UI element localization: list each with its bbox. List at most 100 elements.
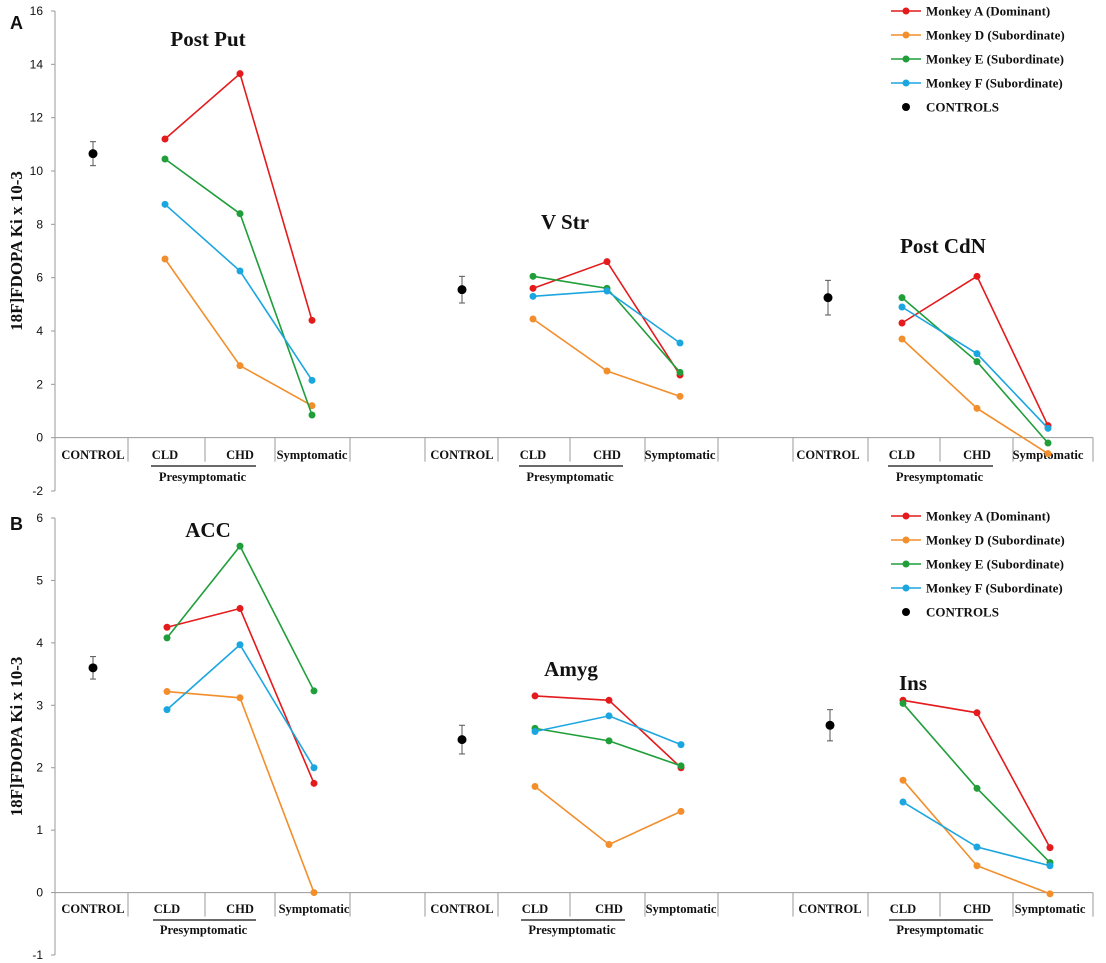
control-mean-point [457, 735, 467, 745]
legend-entry: Monkey F (Subordinate) [926, 581, 1063, 596]
legend-entry: Monkey A (Dominant) [926, 509, 1050, 524]
legend-entry: Monkey F (Subordinate) [926, 76, 1063, 91]
category-label: CONTROL [798, 902, 861, 916]
category-label: CONTROL [796, 448, 859, 462]
series-point [973, 404, 981, 412]
series-point [529, 292, 537, 300]
series-point [236, 542, 244, 550]
series-point [161, 155, 169, 163]
series-point [310, 687, 318, 695]
series-point [1046, 862, 1054, 870]
region-title: V Str [541, 210, 589, 234]
series-point [531, 728, 539, 736]
category-label: CLD [520, 448, 546, 462]
series-point [605, 841, 613, 849]
series-point [898, 319, 906, 327]
series-point [163, 623, 171, 631]
series-point [161, 135, 169, 143]
series-point [899, 699, 907, 707]
series-point [310, 889, 318, 897]
region-title: ACC [185, 518, 231, 542]
series-point [163, 688, 171, 696]
series-point [973, 709, 981, 717]
series-line [902, 702, 1051, 864]
y-axis-label: 18F]FDOPA Ki x 10-3 [7, 171, 26, 331]
category-label: CONTROL [61, 902, 124, 916]
y-tick-label: 16 [30, 4, 44, 18]
series-line [164, 158, 313, 416]
legend-marker [902, 79, 910, 87]
category-label: Symptomatic [646, 902, 717, 916]
series-point [973, 272, 981, 280]
series-point [236, 362, 244, 370]
series-point [236, 267, 244, 275]
series-line [164, 72, 313, 321]
series-point [310, 764, 318, 772]
control-mean-point [457, 285, 467, 295]
y-tick-label: 0 [36, 886, 43, 900]
region-title: Post CdN [900, 234, 986, 258]
series-point [676, 339, 684, 347]
legend-entry: Monkey A (Dominant) [926, 4, 1050, 19]
category-label: CONTROL [61, 448, 124, 462]
presymptomatic-label: Presymptomatic [160, 923, 248, 937]
y-tick-label: 0 [36, 431, 43, 445]
series-line [532, 318, 681, 398]
y-tick-label: 4 [36, 324, 43, 338]
series-point [605, 696, 613, 704]
series-point [310, 779, 318, 787]
presymptomatic-label: Presymptomatic [526, 470, 614, 484]
series-line [902, 699, 1051, 849]
y-tick-label: -1 [32, 948, 43, 962]
category-label: CLD [890, 902, 916, 916]
legend-entry: Monkey D (Subordinate) [926, 28, 1065, 43]
series-line [902, 779, 1051, 895]
legend-marker [902, 7, 910, 15]
series-point [973, 358, 981, 366]
y-tick-label: 8 [36, 217, 43, 231]
series-point [677, 807, 685, 815]
series-line [902, 801, 1051, 867]
legend-marker [902, 55, 910, 63]
series-line [164, 258, 313, 407]
category-label: CHD [226, 448, 254, 462]
series-point [1046, 844, 1054, 852]
series-point [605, 737, 613, 745]
category-label: CLD [152, 448, 178, 462]
legend-marker [902, 560, 910, 568]
category-label: CHD [226, 902, 254, 916]
series-point [236, 210, 244, 218]
category-label: CONTROL [430, 448, 493, 462]
control-mean-point [825, 720, 835, 730]
y-tick-label: 4 [36, 636, 43, 650]
series-point [236, 641, 244, 649]
legend-marker [902, 103, 910, 111]
category-label: Symptomatic [277, 448, 348, 462]
category-label: CLD [154, 902, 180, 916]
series-line [166, 544, 315, 692]
category-label: Symptomatic [1015, 902, 1086, 916]
panel-letter-A: A [10, 13, 23, 33]
series-point [531, 782, 539, 790]
category-label: CHD [963, 448, 991, 462]
category-label: CHD [595, 902, 623, 916]
presymptomatic-label: Presymptomatic [896, 470, 984, 484]
presymptomatic-label: Presymptomatic [528, 923, 616, 937]
series-point [308, 402, 316, 410]
series-point [1044, 439, 1052, 447]
series-point [161, 255, 169, 263]
y-tick-label: 6 [36, 511, 43, 525]
presymptomatic-label: Presymptomatic [159, 470, 247, 484]
region-title: Post Put [170, 27, 245, 51]
series-point [161, 200, 169, 208]
y-tick-label: 3 [36, 698, 43, 712]
legend-marker [902, 536, 910, 544]
series-point [898, 303, 906, 311]
series-point [603, 258, 611, 266]
series-point [676, 392, 684, 400]
category-label: Symptomatic [279, 902, 350, 916]
series-point [677, 762, 685, 770]
legend-entry: CONTROLS [926, 100, 999, 115]
y-tick-label: 14 [30, 57, 44, 71]
series-point [1044, 450, 1052, 458]
